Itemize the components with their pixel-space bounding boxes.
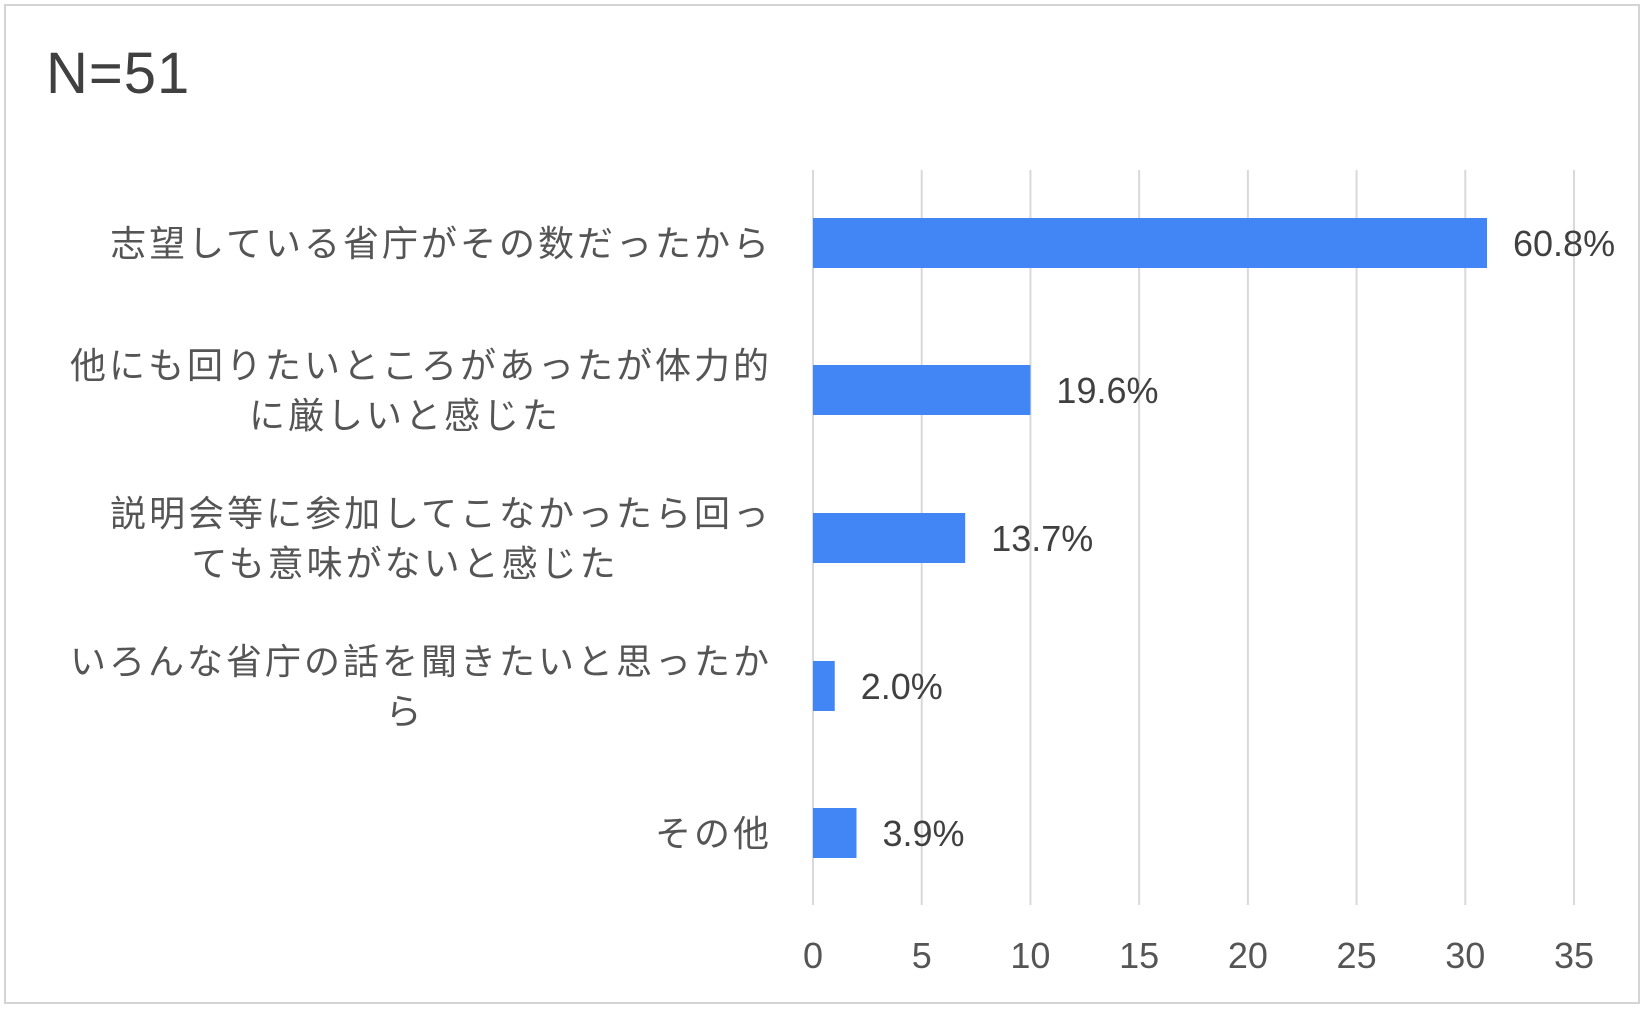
category-label: 他にも回りたいところがあったが体力的 (70, 346, 772, 387)
x-tick-label: 30 (1445, 935, 1485, 976)
category-label: 志望している省庁がその数だったから (110, 224, 772, 265)
data-label: 2.0% (861, 666, 943, 707)
bar (813, 365, 1031, 415)
category-label: ら (385, 692, 424, 733)
data-labels: 60.8% 19.6% 13.7% 2.0% 3.9% (861, 223, 1615, 854)
data-label: 19.6% (1056, 370, 1158, 411)
category-label: いろんな省庁の話を聞きたいと思ったか (70, 642, 772, 683)
x-tick-label: 25 (1337, 935, 1377, 976)
x-tick-label: 0 (803, 935, 823, 976)
data-label: 60.8% (1513, 223, 1615, 264)
x-tick-label: 35 (1554, 935, 1594, 976)
data-label: 3.9% (882, 813, 964, 854)
bars (813, 218, 1488, 858)
bar (813, 661, 835, 711)
bar (813, 808, 857, 858)
category-labels: 志望している省庁がその数だったから他にも回りたいところがあったが体力的に厳しいと… (70, 224, 772, 855)
category-label: 説明会等に参加してこなかったら回っ (110, 494, 772, 535)
x-tick-label: 10 (1010, 935, 1050, 976)
x-tick-label: 20 (1228, 935, 1268, 976)
category-label: に厳しいと感じた (249, 396, 561, 437)
bar (813, 218, 1488, 268)
chart-title: N=51 (46, 41, 191, 106)
x-axis-tick-labels: 0 5 10 15 20 25 30 35 (803, 935, 1594, 976)
bar (813, 513, 966, 563)
x-tick-label: 5 (912, 935, 932, 976)
grid-lines (812, 170, 1575, 905)
category-label: その他 (655, 814, 772, 855)
category-label: ても意味がないと感じた (191, 544, 618, 585)
data-label: 13.7% (991, 518, 1093, 559)
x-tick-label: 15 (1119, 935, 1159, 976)
